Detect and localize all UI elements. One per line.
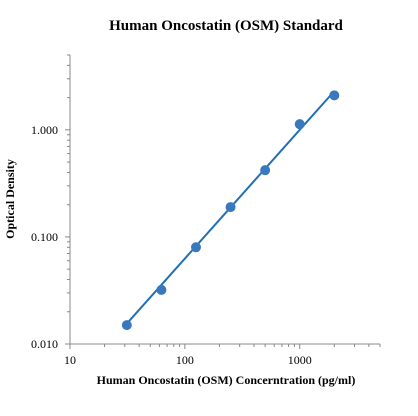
data-point [156,284,167,295]
chart-title: Human Oncostatin (OSM) Standard [109,18,343,34]
y-tick-label: 1.000 [31,123,58,137]
data-point [121,320,132,331]
x-tick-label: 1000 [288,353,312,367]
y-axis-label: Optical Density [3,159,17,239]
x-axis-label: Human Oncostatin (OSM) Concerntration (p… [97,373,356,387]
data-points [121,90,340,331]
data-point [190,242,201,253]
data-point [294,119,305,130]
data-point [225,202,236,213]
y-tick-label: 0.010 [31,337,58,351]
x-tick-label: 10 [64,353,76,367]
y-tick-label: 0.100 [31,230,58,244]
x-tick-label: 100 [176,353,194,367]
data-point [329,90,340,101]
data-point [260,165,271,176]
plot-axes: 0.010 0.100 1.000 10 100 1000 [31,54,381,367]
